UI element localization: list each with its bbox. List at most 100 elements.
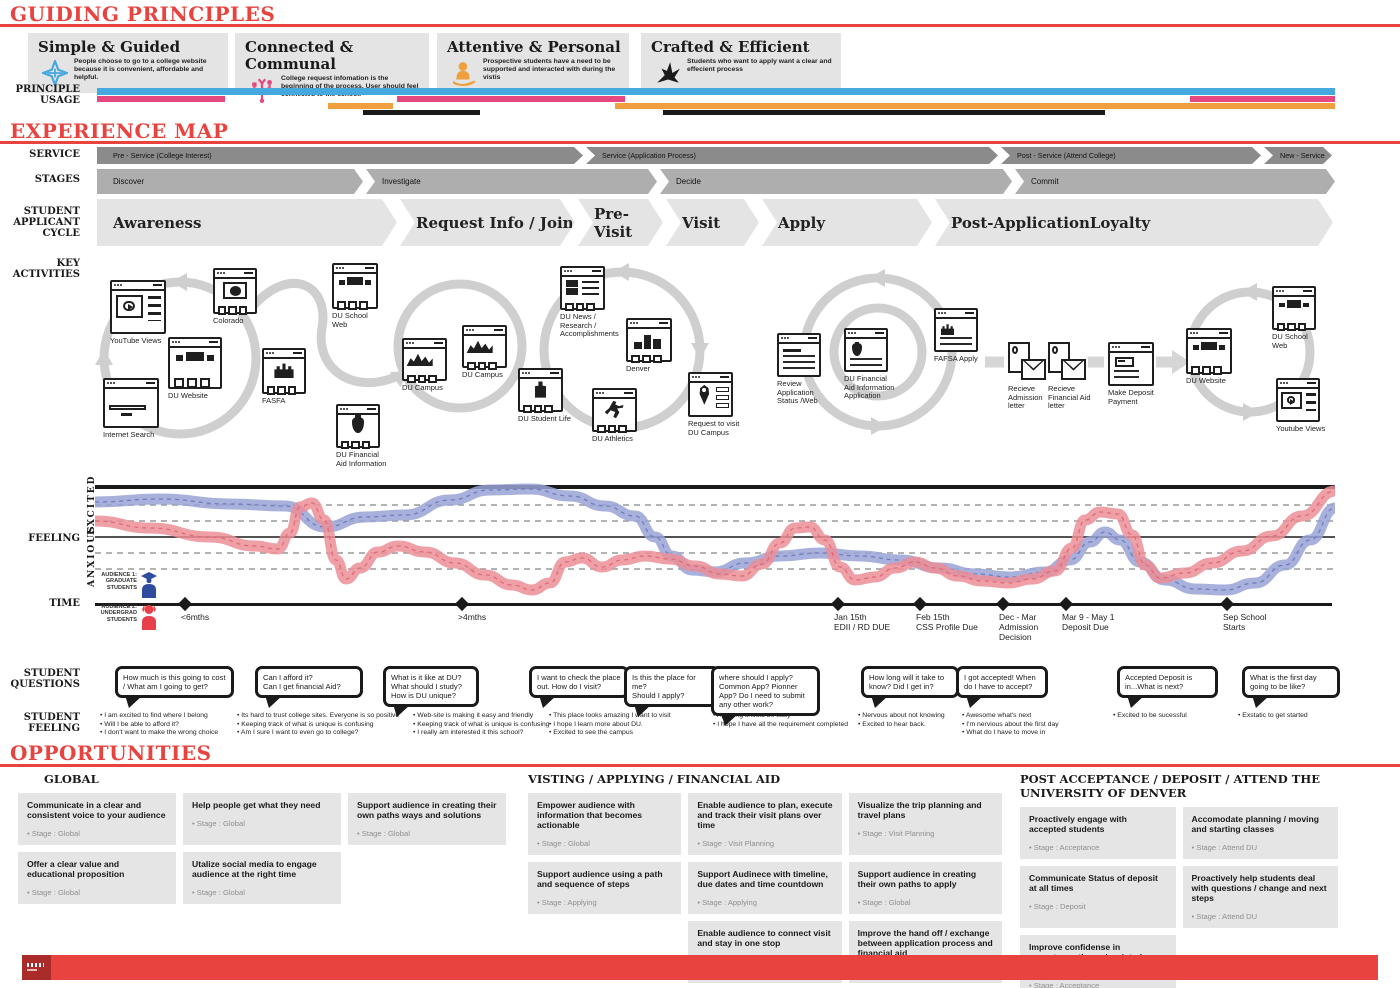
opportunity-card: Enable audience to plan, execute and tra… (688, 793, 842, 855)
connected-communal-usage-bar (97, 96, 225, 102)
student-question-bubble: How long will it take to know? Did I get… (861, 666, 959, 698)
principle-usage-label: PRINCIPLE USAGE (15, 84, 80, 106)
student-feeling-item: Excited to see the campus (549, 729, 701, 738)
student-question-bubble: Accepted Deposit is in...What is next? (1117, 666, 1218, 698)
opportunity-grid: Empower audience with information that b… (528, 793, 1002, 983)
opportunity-card: Support audience using a path and sequen… (528, 862, 682, 914)
financial-aid-letter-icon (1048, 342, 1086, 382)
principle-card-description: Students who want to apply want a clear … (687, 58, 832, 74)
opportunity-stage: Stage : Deposit (1029, 902, 1167, 911)
opportunity-stage: Stage : Attend DU (1192, 912, 1330, 921)
opportunity-stage: Stage : Global (858, 898, 993, 907)
principle-card: Simple & Guided People choose to go to a … (28, 33, 228, 93)
key-activity: DU School Web (332, 263, 392, 329)
student-feeling-item: Nervous about not knowing (858, 712, 976, 721)
key-activity-label: Internet Search (103, 430, 155, 439)
opportunity-title: Empower audience with information that b… (537, 800, 643, 830)
arrow-label: Pre-Visit (594, 204, 633, 241)
browser-fafsa-icon (934, 308, 978, 352)
feeling-centerline-series-2 (95, 490, 1335, 591)
principle-card: Crafted & Efficient Students who want to … (641, 33, 841, 93)
cycle-arrow: Awareness (97, 199, 397, 246)
service-arrow: Post - Service (Attend College) (1001, 147, 1261, 164)
guiding-principles-rule (0, 24, 1400, 27)
experience-map-title: EXPERIENCE MAP (10, 119, 229, 143)
opportunity-title: Visualize the trip planning and travel p… (857, 800, 982, 820)
cycle-arrow: Apply (762, 199, 932, 246)
student-feeling-item: I really am interested it this school? (413, 729, 561, 738)
key-activity-label: Denver (626, 364, 651, 373)
key-activity-label: DU School Web (332, 311, 368, 329)
student-question-bubble: Can I afford it? Can I get financial Aid… (255, 666, 363, 698)
student-feeling-item: Keeping track of what is unique is confu… (413, 721, 561, 730)
stages-arrow: Commit (1015, 169, 1335, 194)
time-label: Feb 15th CSS Profile Due (916, 612, 978, 632)
key-activity-label: Request to visit DU Campus (688, 419, 740, 437)
opportunity-group-header: VISTING / APPLYING / FINANCIAL AID (528, 772, 781, 786)
time-label: Dec - Mar Admission Decision (999, 612, 1039, 642)
key-activity: Internet Search (103, 378, 173, 440)
student-question-bubble: I want to check the place out. How do I … (529, 666, 629, 698)
compass-icon (39, 57, 71, 89)
simple-guided-usage-bar (97, 88, 1335, 95)
opportunity-title: Accomodate planning / moving and startin… (1191, 814, 1319, 834)
opportunities-title: OPPORTUNITIES (10, 741, 212, 765)
stages-arrow: Decide (660, 169, 1012, 194)
service-row: Pre - Service (College Interest) Service … (97, 147, 1335, 164)
opportunity-card: Communicate Status of deposit at all tim… (1020, 866, 1176, 928)
key-activity: DU Financial Aid Information Application (844, 328, 902, 401)
opportunity-stage: Stage : Applying (697, 898, 832, 907)
time-label: >4mths (458, 612, 487, 622)
opportunity-card: Support audience in creating their own p… (848, 862, 1002, 914)
student-feeling-list: Awesome what's nextI'm nervious about th… (962, 712, 1094, 738)
arrow-label: Apply (778, 213, 826, 232)
opportunity-title: Offer a clear value and educational prop… (27, 859, 125, 879)
opportunity-title: Proactively engage with accepted student… (1029, 814, 1127, 834)
attentive-personal-usage-bar (328, 103, 393, 109)
opportunities-rule (0, 764, 1400, 767)
student-feeling-item: What do I have to move in (962, 729, 1094, 738)
opportunity-title: Help people get what they need (192, 800, 321, 810)
student-question-bubble: How much is this going to cost / What am… (115, 666, 234, 698)
student-feeling-item: Keeping track of what is unique is confu… (237, 721, 409, 730)
browser-skyline-icon (626, 318, 672, 364)
arrow-label: Discover (113, 177, 145, 186)
experience-map-rule (0, 141, 1400, 144)
arrow-label: Decide (676, 177, 701, 186)
opportunity-card: Accomodate planning / moving and startin… (1182, 807, 1338, 859)
opportunity-group: POST ACCEPTANCE / DEPOSIT / ATTEND THE U… (1020, 772, 1338, 988)
browser-site-icon (1272, 286, 1316, 332)
row-label-activities: KEY ACTIVITIES (12, 258, 80, 280)
browser-site-icon (168, 337, 222, 389)
key-activity: DU Campus (462, 325, 521, 380)
student-feeling-list: This place looks amazing I want to visit… (549, 712, 701, 738)
browser-student-icon (518, 368, 563, 414)
key-activity: Review Application Status /Web (777, 333, 835, 406)
arrow-label: Investigate (382, 177, 421, 186)
row-label-time: TIME (49, 598, 80, 609)
key-activity: Colorado (213, 268, 271, 326)
stages-row: Discover Investigate Decide Commit (97, 169, 1338, 194)
principle-card-body: People choose to go to a college website… (38, 57, 220, 89)
key-activity: DU Athletics (592, 388, 651, 444)
opportunity-card: Communicate in a clear and consistent vo… (18, 793, 176, 845)
opportunity-title: Support Audinece with timeline, due date… (697, 869, 828, 889)
opportunity-grid: Proactively engage with accepted student… (1020, 807, 1338, 988)
footer-logo (22, 955, 51, 980)
student-feeling-item: Awesome what's next (962, 712, 1094, 721)
time-label: <6mths (181, 612, 210, 622)
browser-athletics-icon (592, 388, 637, 434)
opportunity-stage: Stage : Global (27, 829, 167, 838)
opportunity-title: Enable audience to plan, execute and tra… (697, 800, 833, 830)
key-activity: Recieve Admission letter (1008, 342, 1060, 411)
opportunity-stage: Stage : Acceptance (1029, 843, 1167, 852)
key-activity: DU Website (168, 337, 236, 401)
key-activity: FASFA (262, 348, 320, 406)
crafted-efficient-usage-bar (663, 110, 1105, 115)
time-label: Mar 9 - May 1 Deposit Due (1062, 612, 1115, 632)
opportunity-stage: Stage : Applying (537, 898, 672, 907)
student-feeling-list: Web-site is making it easy and friendlyK… (413, 712, 561, 738)
principle-card-body: Prospective students have a need to be s… (447, 58, 621, 86)
key-activity-label: DU Student Life (518, 414, 571, 423)
opportunity-title: Proactively help students deal with ques… (1191, 873, 1327, 903)
